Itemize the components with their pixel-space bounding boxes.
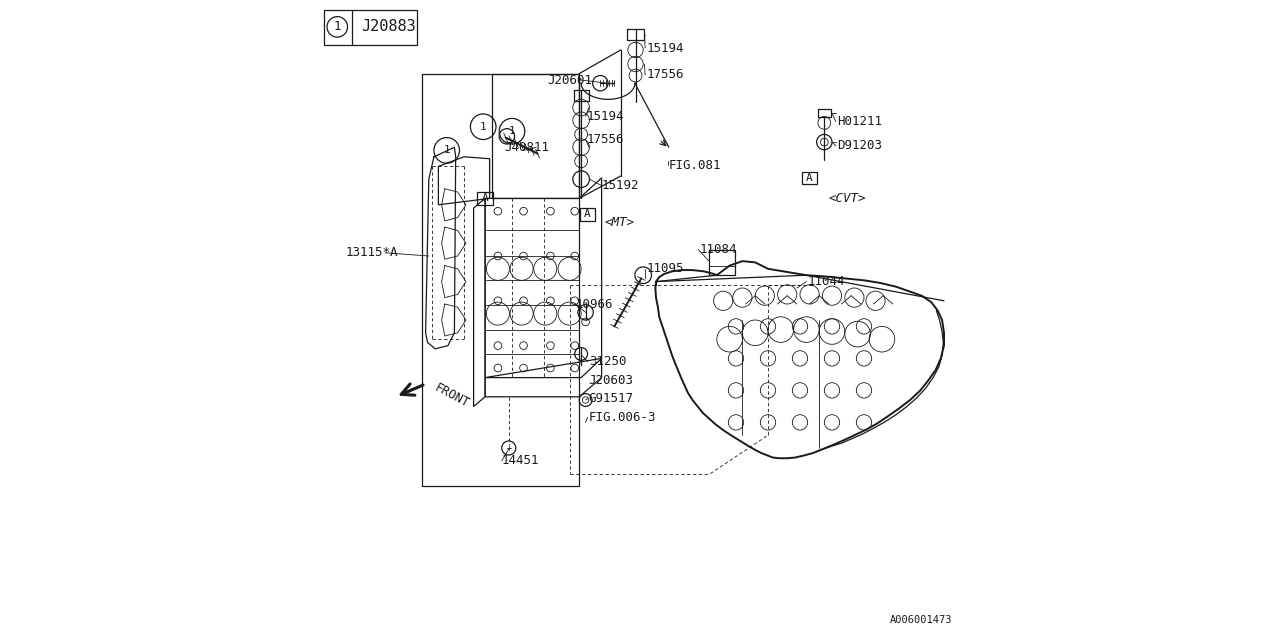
- Text: A: A: [806, 173, 813, 183]
- Text: FIG.081: FIG.081: [668, 159, 722, 172]
- Text: 1: 1: [334, 20, 340, 33]
- Text: <CVT>: <CVT>: [829, 192, 867, 205]
- Bar: [477, 192, 493, 205]
- Text: J40811: J40811: [504, 141, 549, 154]
- Text: 1: 1: [480, 122, 486, 132]
- Text: 15192: 15192: [602, 179, 639, 192]
- Text: 13115*A: 13115*A: [346, 246, 398, 259]
- Text: 10966: 10966: [576, 298, 613, 310]
- Bar: [325, 10, 417, 45]
- Text: 1: 1: [443, 145, 451, 156]
- Text: G91517: G91517: [589, 392, 634, 405]
- Text: J20601: J20601: [548, 74, 593, 86]
- Text: 11095: 11095: [646, 262, 684, 275]
- Text: FIG.006-3: FIG.006-3: [589, 411, 657, 424]
- Text: A: A: [481, 193, 489, 204]
- Text: 15194: 15194: [586, 110, 625, 123]
- Text: 31250: 31250: [589, 355, 626, 368]
- Bar: [580, 208, 595, 221]
- Text: 1: 1: [508, 126, 516, 136]
- Text: 11044: 11044: [808, 275, 845, 288]
- Text: 17556: 17556: [646, 68, 684, 81]
- Text: D91203: D91203: [837, 140, 882, 152]
- Text: FRONT: FRONT: [433, 381, 471, 410]
- Text: H01211: H01211: [837, 115, 882, 128]
- Text: J20883: J20883: [362, 19, 416, 35]
- Text: A006001473: A006001473: [890, 614, 952, 625]
- Bar: [801, 172, 818, 184]
- Text: J20603: J20603: [589, 374, 634, 387]
- Text: <MT>: <MT>: [604, 216, 635, 229]
- Text: 15194: 15194: [646, 42, 684, 54]
- Text: A: A: [584, 209, 591, 220]
- Text: 14451: 14451: [502, 454, 539, 467]
- Text: 11084: 11084: [699, 243, 737, 256]
- Text: 17556: 17556: [586, 133, 625, 146]
